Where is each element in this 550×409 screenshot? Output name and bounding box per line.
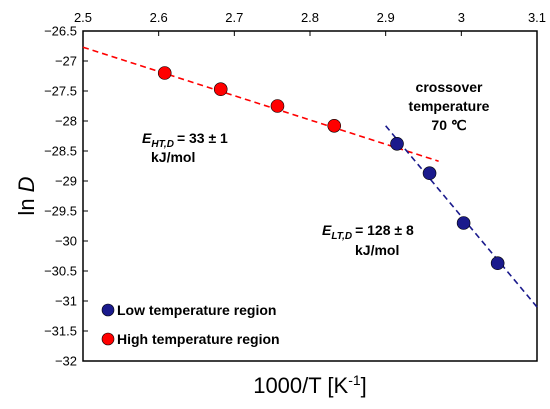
high-temp-point bbox=[327, 119, 342, 133]
x-axis-ticks: 2.5 2.6 2.7 2.8 2.9 3 3.1 bbox=[74, 10, 546, 36]
fit-lines bbox=[82, 46, 538, 308]
y-axis-ticks: −26.5 −27 −27.5 −28 −28.5 −29 −29.5 −30 −30.5 −31… bbox=[44, 24, 88, 369]
plot-area-frame bbox=[82, 30, 538, 362]
x-tick-label: 3.1 bbox=[528, 10, 546, 25]
low-temp-point bbox=[422, 166, 437, 180]
y-tick-label: −30 bbox=[55, 234, 77, 249]
ht-energy-unit: kJ/mol bbox=[151, 149, 195, 165]
crossover-label-line1: crossover bbox=[416, 79, 483, 95]
y-axis-title-ln: ln bbox=[14, 192, 39, 215]
crossover-label-line3: 70 ℃ bbox=[431, 117, 466, 133]
fit-line bbox=[82, 46, 439, 162]
y-axis-title-d: D bbox=[14, 176, 39, 192]
x-tick-label: 2.6 bbox=[150, 10, 168, 25]
high-temp-point bbox=[270, 99, 285, 113]
high-temp-point bbox=[213, 82, 228, 96]
y-tick-label: −27.5 bbox=[44, 84, 77, 99]
y-tick-label: −28.5 bbox=[44, 144, 77, 159]
y-tick-label: −31.5 bbox=[44, 324, 77, 339]
lt-energy-annotation: ELT,D = 128 ± 8 bbox=[322, 222, 414, 242]
y-tick-label: −32 bbox=[55, 354, 77, 369]
low-temp-point bbox=[456, 216, 471, 230]
y-tick-label: −30.5 bbox=[44, 264, 77, 279]
x-tick-label: 2.7 bbox=[225, 10, 243, 25]
legend-label-high: High temperature region bbox=[117, 331, 280, 347]
crossover-label-line2: temperature bbox=[409, 98, 490, 114]
y-tick-label: −26.5 bbox=[44, 24, 77, 39]
x-tick-label: 2.9 bbox=[377, 10, 395, 25]
y-axis-title: ln D bbox=[14, 176, 39, 215]
x-axis-title: 1000/T [K-1] bbox=[253, 372, 367, 398]
x-tick-label: 2.5 bbox=[74, 10, 92, 25]
low-temp-point bbox=[490, 256, 505, 271]
y-tick-label: −29 bbox=[55, 174, 77, 189]
y-tick-label: −29.5 bbox=[44, 204, 77, 219]
high-temp-point bbox=[157, 66, 172, 80]
legend-marker-high bbox=[101, 332, 115, 346]
low-temp-point bbox=[390, 137, 404, 151]
data-points bbox=[157, 66, 505, 271]
lt-energy-unit: kJ/mol bbox=[355, 242, 399, 258]
legend-label-low: Low temperature region bbox=[117, 302, 276, 318]
y-tick-label: −28 bbox=[55, 114, 77, 129]
ht-energy-annotation: EHT,D = 33 ± 1 bbox=[142, 130, 228, 150]
x-tick-label: 2.8 bbox=[301, 10, 319, 25]
y-tick-label: −27 bbox=[55, 54, 77, 69]
legend: Low temperature region High temperature … bbox=[101, 302, 280, 347]
y-tick-label: −31 bbox=[55, 294, 77, 309]
x-tick-label: 3 bbox=[458, 10, 465, 25]
legend-marker-low bbox=[101, 303, 115, 317]
